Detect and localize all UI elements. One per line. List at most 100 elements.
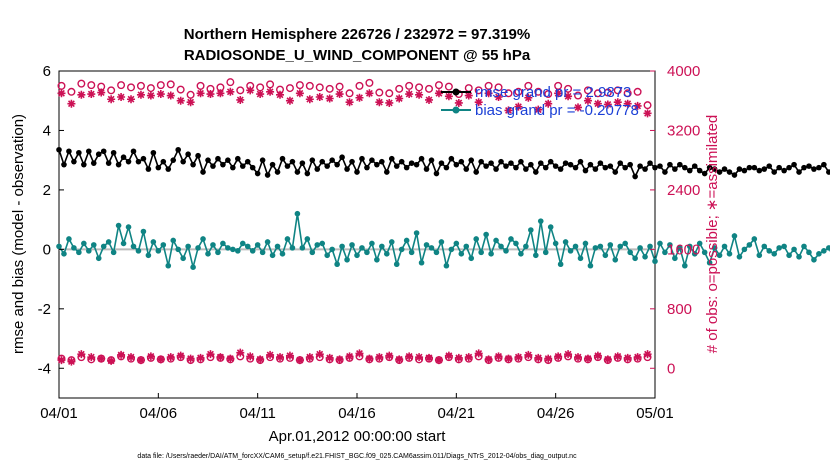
rmse-point (647, 160, 653, 166)
obs-possible-point (544, 90, 553, 99)
bias-point (279, 251, 286, 257)
bias-point (463, 243, 470, 250)
bias-point (632, 255, 638, 262)
bias-point (235, 248, 241, 254)
rmse-point (736, 166, 743, 172)
legend-bias-label: bias grand pr = -0.20778 (475, 102, 639, 119)
bias-point (61, 251, 67, 257)
obs-assimilated-point (67, 99, 76, 108)
bias-point (364, 249, 370, 256)
bias-point (264, 239, 271, 245)
bias-point (503, 248, 509, 254)
rmse-point (533, 169, 539, 175)
obs-assimilated-point (67, 357, 76, 366)
obs-assimilated-point (295, 356, 304, 365)
rmse-point (592, 166, 599, 172)
obs-assimilated-point (256, 90, 265, 99)
bias-point (210, 242, 216, 248)
x-tick-label: 04/26 (537, 405, 575, 422)
rmse-point (716, 169, 723, 175)
rmse-point (682, 164, 688, 171)
bias-point (498, 243, 504, 250)
obs-assimilated-point (574, 353, 583, 362)
rmse-point (627, 161, 633, 168)
rmse-point (503, 163, 509, 169)
rmse-point (413, 161, 420, 168)
obs-assimilated-point (186, 354, 195, 363)
obs-assimilated-point (206, 90, 215, 99)
rmse-point (552, 163, 559, 169)
bias-point (369, 240, 375, 247)
bias-point (403, 237, 410, 244)
rmse-point (249, 164, 256, 171)
legend-rmse-label: rmse grand pr = 2.9873 (475, 84, 631, 101)
obs-possible-point (345, 89, 354, 98)
right-axis-ticks: 0 800 1600 2400 3200 4000 (650, 63, 700, 377)
rmse-point (691, 163, 698, 169)
bias-point (185, 243, 191, 250)
rmse-point (706, 164, 713, 171)
obs-assimilated-point (514, 353, 523, 362)
y-axis-right-label: # of obs: o=possible; ∗=assimilated (704, 115, 721, 354)
rmse-point (587, 161, 594, 168)
obs-assimilated-point (97, 88, 106, 97)
obs-assimilated-point (534, 105, 543, 114)
rmse-point (652, 164, 658, 171)
obs-possible-point (385, 89, 394, 98)
obs-assimilated-point (117, 350, 126, 359)
bias-point (155, 248, 162, 254)
obs-assimilated-point (97, 354, 106, 363)
obs-assimilated-point (107, 356, 116, 365)
bias-point (413, 230, 420, 236)
bias-point (602, 252, 609, 259)
rmse-point (642, 166, 648, 172)
obs-assimilated-point (305, 95, 314, 104)
bias-point (607, 242, 614, 248)
obs-possible-point (325, 84, 334, 93)
obs-possible-point (355, 81, 364, 90)
obs-possible-point (613, 86, 622, 95)
rmse-point (667, 161, 673, 168)
rmse-point (319, 158, 326, 165)
obs-possible-point (444, 82, 453, 91)
rmse-point (523, 166, 529, 172)
rmse-point (443, 164, 450, 171)
rmse-point (811, 166, 817, 172)
bias-point (731, 233, 738, 239)
bias-point (557, 261, 564, 268)
bias-point (756, 252, 763, 259)
rmse-point (289, 158, 296, 165)
bias-point (324, 252, 331, 259)
bias-point (428, 245, 435, 251)
bias-point (617, 243, 624, 250)
rmse-point (388, 155, 395, 162)
bias-point (637, 245, 643, 251)
rmse-point (369, 157, 375, 163)
bias-point (811, 256, 817, 263)
chart-title: Northern Hemisphere 226726 / 232972 = 97… (184, 26, 530, 43)
bias-point (423, 242, 430, 248)
rmse-point (542, 164, 549, 171)
rmse-point (528, 161, 534, 168)
obs-assimilated-point (474, 349, 483, 358)
bias-point (533, 252, 539, 259)
obs-assimilated-point (236, 95, 245, 104)
bias-point (105, 239, 112, 245)
rmse-point (304, 170, 311, 177)
rmse-point (766, 163, 773, 169)
x-tick-label: 04/11 (239, 405, 275, 422)
rmse-point (607, 163, 614, 169)
bias-point (786, 252, 792, 259)
bias-point (319, 240, 326, 247)
bias-point (438, 239, 445, 245)
obs-assimilated-point (156, 355, 165, 364)
bias-point (374, 256, 380, 263)
obs-assimilated-point (156, 90, 165, 99)
rmse-point (334, 161, 340, 168)
rmse-point (205, 157, 211, 163)
bias-point (547, 224, 554, 230)
obs-possible-point (514, 87, 523, 96)
bias-point (150, 239, 157, 245)
obs-assimilated-point (484, 89, 493, 98)
bias-point (354, 252, 360, 259)
